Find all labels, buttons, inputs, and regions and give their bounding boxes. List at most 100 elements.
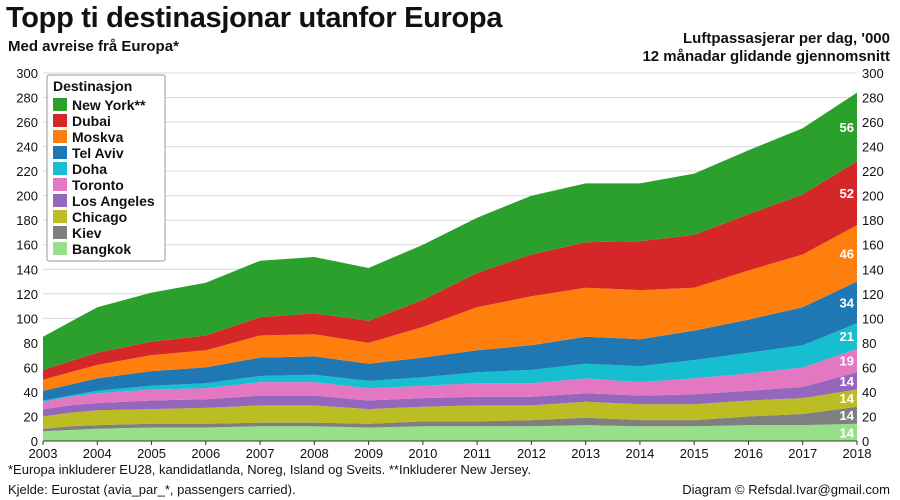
y-tick-right-60: 60	[862, 360, 876, 375]
y-tick-right-160: 160	[862, 238, 884, 253]
y-tick-left-100: 100	[16, 311, 38, 326]
y-tick-left-80: 80	[24, 336, 38, 351]
legend-swatch-moskva	[53, 130, 67, 143]
source-note: Kjelde: Eurostat (avia_par_*, passengers…	[8, 482, 296, 497]
legend-label-toronto: Toronto	[72, 177, 124, 193]
legend-label-moskva: Moskva	[72, 129, 124, 145]
y-tick-right-100: 100	[862, 311, 884, 326]
legend-swatch-kiev	[53, 226, 67, 239]
legend-swatch-los-angeles	[53, 194, 67, 207]
end-label-kiev: 14	[840, 408, 855, 423]
legend-box	[46, 74, 166, 262]
credit-note: Diagram © Refsdal.Ivar@gmail.com	[682, 482, 890, 497]
area-chicago	[43, 389, 857, 429]
legend-label-bangkok: Bangkok	[72, 241, 131, 257]
y-tick-left-160: 160	[16, 238, 38, 253]
y-tick-left-120: 120	[16, 287, 38, 302]
legend-swatch-chicago	[53, 210, 67, 223]
end-labels: 14 14 14 14 19 21 34 46 52 56	[840, 120, 855, 440]
area-toronto	[43, 349, 857, 410]
x-tick-2003: 2003	[29, 446, 58, 461]
area-tel-aviv	[43, 281, 857, 401]
y-axis-ticks: 0 0 20 20 40 40 60 60 80 80 100 100 120 120 140 140 160 1…	[16, 66, 883, 449]
y-tick-right-280: 280	[862, 91, 884, 106]
end-label-tel-aviv: 34	[840, 295, 855, 310]
y-tick-right-260: 260	[862, 115, 884, 130]
legend-label-los-angeles: Los Angeles	[72, 193, 155, 209]
end-label-toronto: 19	[840, 354, 854, 369]
x-tick-2010: 2010	[408, 446, 437, 461]
x-tick-2014: 2014	[625, 446, 654, 461]
x-tick-2004: 2004	[83, 446, 112, 461]
unit-label-line-2: 12 månadar glidande gjennomsnitt	[642, 48, 890, 65]
unit-label: Luftpassasjerar per dag, '000 12 månadar…	[642, 30, 890, 66]
x-tick-2013: 2013	[571, 446, 600, 461]
unit-label-line-1: Luftpassasjerar per dag, '000	[683, 30, 890, 47]
x-tick-2009: 2009	[354, 446, 383, 461]
area-kiev	[43, 406, 857, 432]
legend-label-tel-aviv: Tel Aviv	[72, 145, 124, 161]
end-label-chicago: 14	[840, 391, 855, 406]
legend-swatch-new-york	[53, 98, 67, 111]
area-moskva	[43, 225, 857, 391]
x-tick-2012: 2012	[517, 446, 546, 461]
y-tick-left-0: 0	[31, 434, 38, 449]
y-tick-right-180: 180	[862, 213, 884, 228]
y-tick-right-200: 200	[862, 189, 884, 204]
chart-title: Topp ti destinasjonar utanfor Europa	[6, 2, 503, 34]
x-tick-2006: 2006	[191, 446, 220, 461]
end-label-los-angeles: 14	[840, 374, 855, 389]
area-bangkok	[43, 423, 857, 441]
legend-swatch-bangkok	[53, 242, 67, 255]
legend-label-doha: Doha	[72, 161, 107, 177]
area-dubai	[43, 161, 857, 380]
y-tick-left-40: 40	[24, 385, 38, 400]
y-tick-left-260: 260	[16, 115, 38, 130]
y-tick-right-20: 20	[862, 409, 876, 424]
legend-swatch-doha	[53, 162, 67, 175]
area-layers	[43, 92, 857, 441]
x-tick-2015: 2015	[680, 446, 709, 461]
legend-swatch-toronto	[53, 178, 67, 191]
legend-title: Destinasjon	[53, 78, 132, 94]
x-axis-ticks: 2003 2004 2005 2006 2007 2008 2009 2010 2011 2012…	[29, 441, 872, 461]
y-tick-left-60: 60	[24, 360, 38, 375]
y-tick-right-300: 300	[862, 66, 884, 81]
legend-swatch-dubai	[53, 114, 67, 127]
y-tick-right-240: 240	[862, 140, 884, 155]
end-label-dubai: 52	[840, 186, 854, 201]
y-tick-left-180: 180	[16, 213, 38, 228]
legend-label-new-york: New York**	[72, 97, 146, 113]
x-tick-2018: 2018	[843, 446, 872, 461]
x-tick-2011: 2011	[463, 446, 491, 461]
y-tick-right-0: 0	[862, 434, 869, 449]
x-tick-2005: 2005	[137, 446, 166, 461]
end-label-bangkok: 14	[840, 425, 855, 440]
legend-label-dubai: Dubai	[72, 113, 111, 129]
y-tick-left-200: 200	[16, 189, 38, 204]
legend-label-chicago: Chicago	[72, 209, 127, 225]
y-tick-left-300: 300	[16, 66, 38, 81]
y-tick-left-140: 140	[16, 262, 38, 277]
x-tick-2016: 2016	[734, 446, 763, 461]
x-tick-2007: 2007	[246, 446, 275, 461]
footnote: *Europa inkluderer EU28, kandidatlanda, …	[8, 462, 531, 477]
legend-label-kiev: Kiev	[72, 225, 102, 241]
y-tick-left-240: 240	[16, 140, 38, 155]
y-tick-left-220: 220	[16, 164, 38, 179]
y-tick-right-80: 80	[862, 336, 876, 351]
y-tick-left-20: 20	[24, 409, 38, 424]
area-new-york	[43, 92, 857, 370]
area-doha	[43, 323, 857, 402]
end-label-moskva: 46	[840, 246, 854, 261]
end-label-doha: 21	[840, 329, 854, 344]
y-tick-left-280: 280	[16, 91, 38, 106]
end-label-new-york: 56	[840, 120, 854, 135]
chart-subtitle: Med avreise frå Europa*	[8, 38, 179, 55]
y-tick-right-220: 220	[862, 164, 884, 179]
y-tick-right-120: 120	[862, 287, 884, 302]
y-tick-right-140: 140	[862, 262, 884, 277]
x-tick-2008: 2008	[300, 446, 329, 461]
